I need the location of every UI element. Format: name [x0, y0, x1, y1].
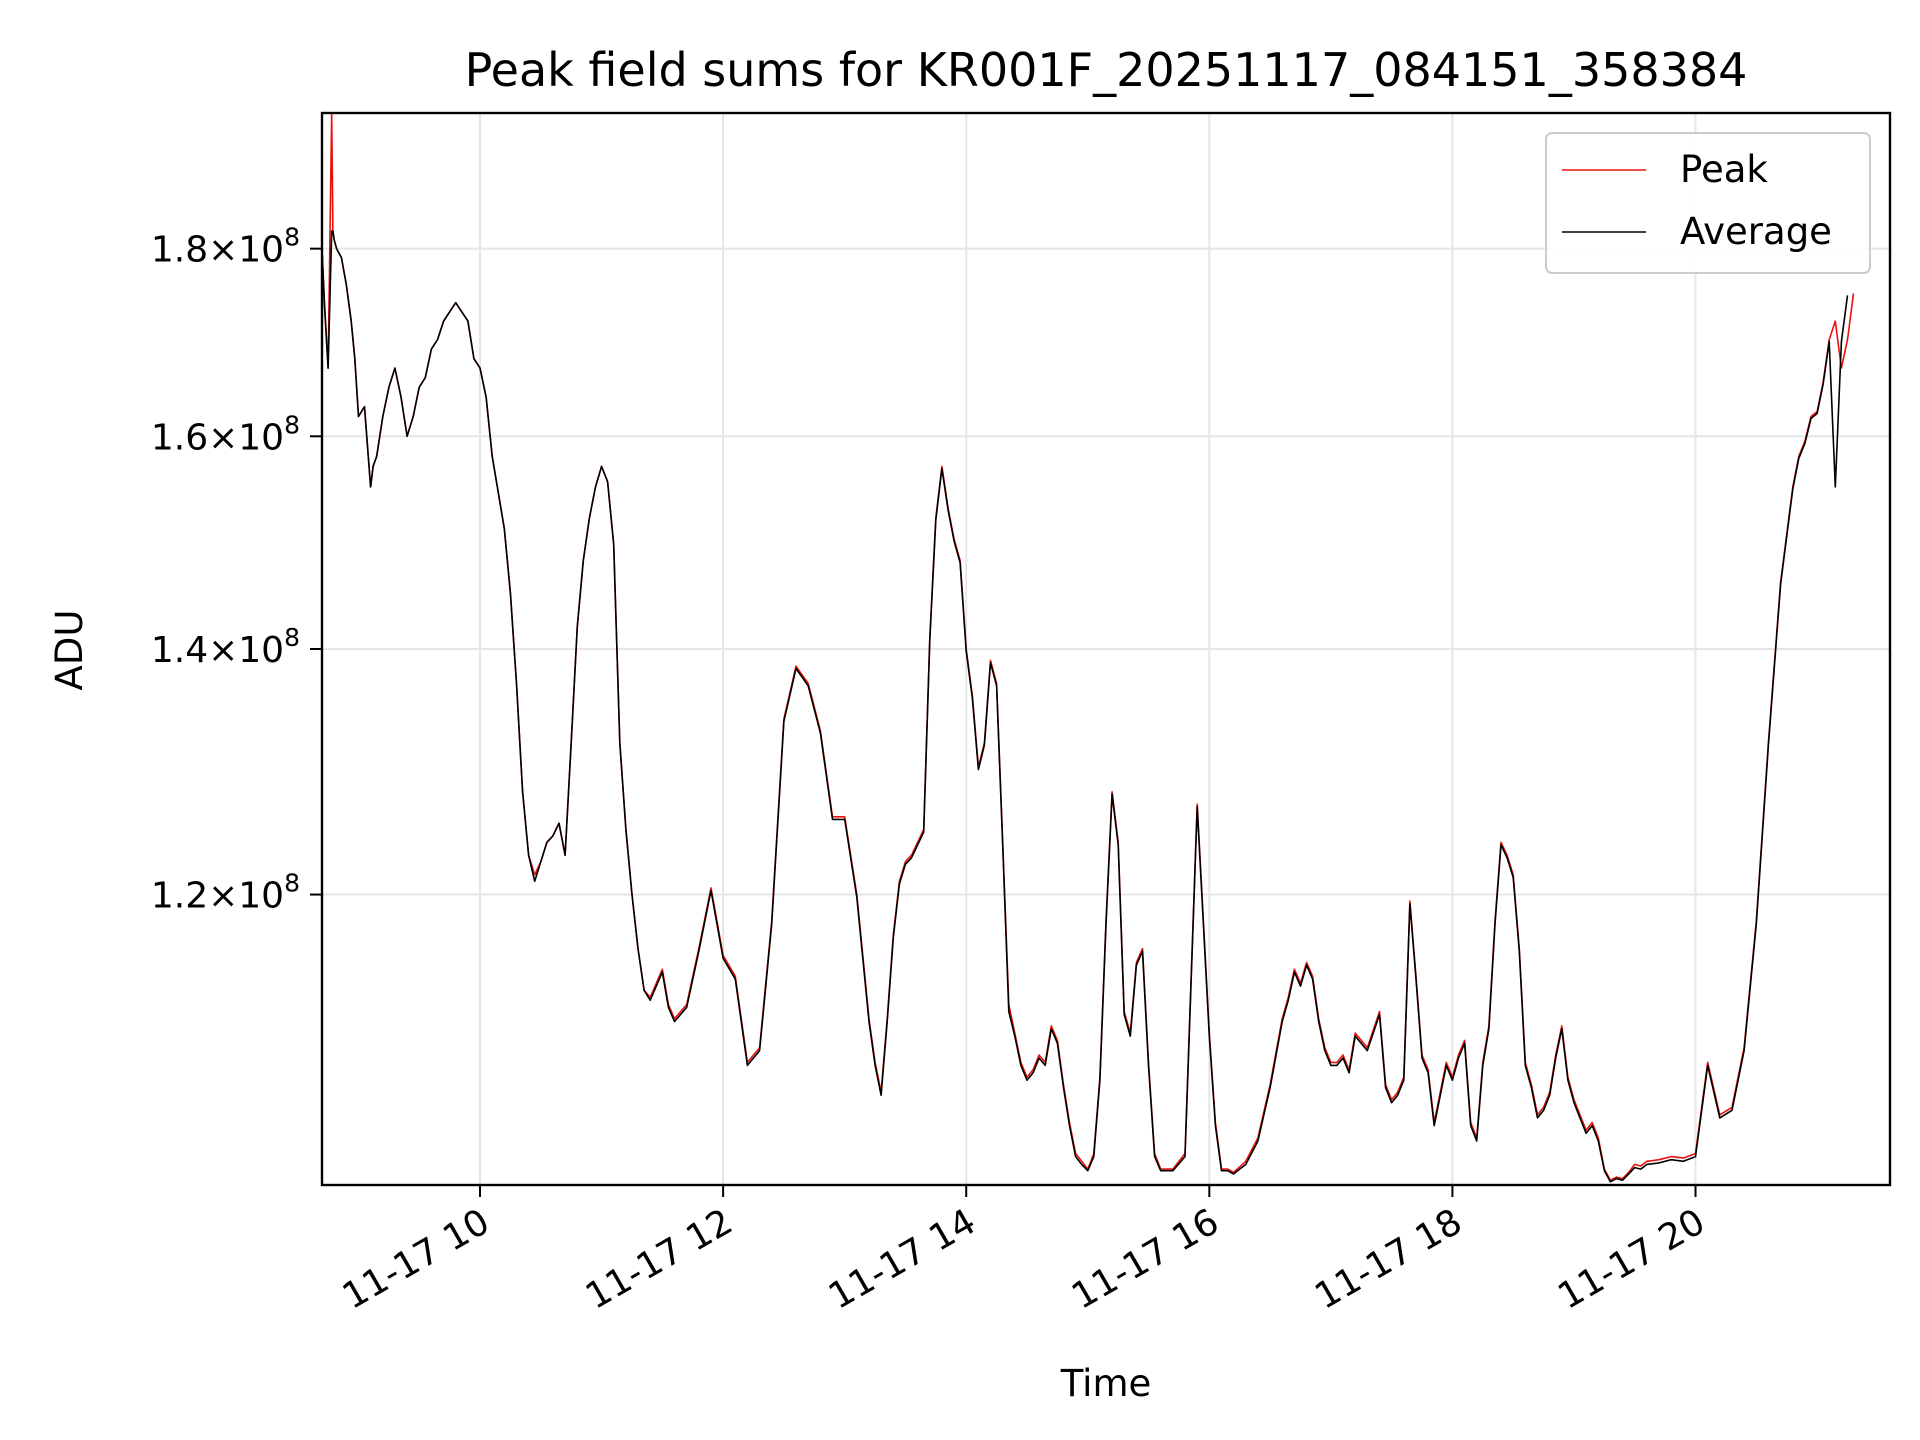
y-tick-exp: 8: [284, 223, 300, 252]
plot-lines: [321, 112, 1855, 1183]
y-axis-label: ADU: [48, 610, 91, 691]
y-tick-times: ×10: [208, 230, 284, 271]
legend-label-peak: Peak: [1680, 148, 1768, 191]
y-tick-exp: 8: [284, 410, 300, 439]
y-tick-base: 1.2: [151, 876, 208, 917]
y-tick-label: 1.2×108: [151, 869, 300, 917]
y-tick-times: ×10: [208, 630, 284, 671]
x-axis-label: Time: [1060, 1362, 1152, 1405]
legend: Peak Average: [1545, 132, 1871, 274]
chart-title: Peak field sums for KR001F_20251117_0841…: [465, 43, 1748, 97]
y-tick-label: 1.8×108: [151, 223, 300, 271]
y-tick-exp: 8: [284, 623, 300, 652]
legend-box: [1545, 132, 1871, 274]
y-tick-times: ×10: [208, 876, 284, 917]
y-tick-exp: 8: [284, 869, 300, 898]
y-tick-label: 1.4×108: [151, 623, 300, 671]
y-tick-label: 1.6×108: [151, 410, 300, 458]
y-tick-base: 1.4: [151, 630, 208, 671]
y-tick-base: 1.8: [151, 230, 208, 271]
y-tick-base: 1.6: [151, 417, 208, 458]
series-line-average: [321, 230, 1849, 1183]
y-tick-times: ×10: [208, 417, 284, 458]
legend-label-average: Average: [1680, 210, 1832, 253]
